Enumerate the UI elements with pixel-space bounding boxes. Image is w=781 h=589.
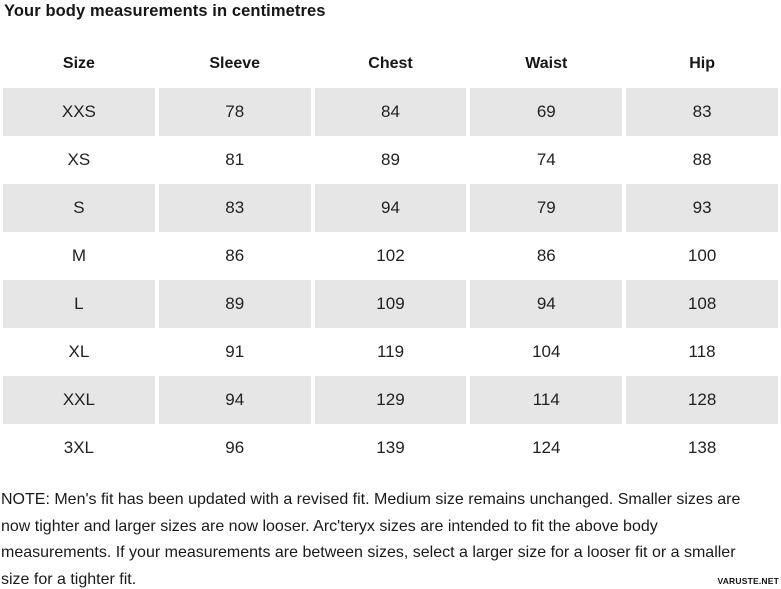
fit-note-line: NOTE: Men's fit has been updated with a … [1, 491, 741, 508]
table-cell: 86 [225, 246, 245, 265]
table-cell: 138 [687, 438, 717, 457]
fit-note-line: size for a tighter fit. [1, 570, 137, 588]
column-header-sleeve: Sleeve [209, 55, 261, 72]
table-cell: 109 [314, 280, 467, 328]
table-row-m: M 86 102 86 100 [0, 232, 781, 280]
size-label: M [71, 246, 86, 265]
size-label: L [3, 280, 155, 328]
table-cell: 78 [158, 88, 311, 136]
size-label: XL [68, 342, 90, 361]
table-cell: 86 [536, 246, 556, 265]
size-label: 3XL [63, 438, 95, 457]
table-cell: 83 [158, 184, 311, 232]
table-cell: 128 [626, 376, 778, 424]
table-row-xxs: XXS 78 84 69 83 [0, 88, 781, 136]
fit-note-line: measurements. If your measurements are b… [1, 544, 736, 561]
fit-note: NOTE: Men's fit has been updated with a … [1, 487, 778, 589]
column-header-size: Size [62, 55, 95, 72]
table-cell: 89 [158, 280, 311, 328]
column-header-chest: Chest [368, 55, 413, 72]
table-row-l: L 89 109 94 108 [0, 280, 781, 328]
table-cell: 84 [314, 88, 467, 136]
table-header-row: Size Sleeve Chest Waist Hip [0, 40, 781, 88]
table-cell: 114 [470, 376, 623, 424]
table-cell: 100 [687, 246, 717, 265]
table-cell: 94 [314, 184, 467, 232]
table-cell: 93 [626, 184, 778, 232]
table-cell: 94 [470, 280, 623, 328]
table-cell: 83 [626, 88, 778, 136]
size-label: XXL [3, 376, 155, 424]
varuste-net-watermark: VARUSTE.NET [717, 576, 779, 586]
size-label: S [3, 184, 155, 232]
table-cell: 104 [532, 342, 561, 361]
column-header-hip: Hip [689, 55, 715, 72]
title-bar: Your body measurements in centimetres [0, 0, 781, 40]
table-cell: 119 [376, 342, 405, 361]
table-row-s: S 83 94 79 93 [0, 184, 781, 232]
table-cell: 108 [626, 280, 778, 328]
table-cell: 118 [688, 342, 716, 361]
table-cell: 81 [225, 150, 245, 169]
page-title: Your body measurements in centimetres [4, 2, 326, 20]
table-cell: 69 [470, 88, 623, 136]
size-label: XS [67, 150, 91, 169]
table-cell: 91 [225, 342, 245, 361]
table-cell: 74 [536, 150, 556, 169]
table-cell: 139 [376, 438, 405, 457]
table-cell: 94 [158, 376, 311, 424]
table-row-3xl: 3XL 96 139 124 138 [0, 424, 781, 472]
size-label: XXS [3, 88, 155, 136]
table-cell: 96 [225, 438, 245, 457]
table-row-xxl: XXL 94 129 114 128 [0, 376, 781, 424]
column-header-waist: Waist [525, 55, 568, 72]
fit-note-line: now tighter and larger sizes are now loo… [1, 517, 658, 535]
table-cell: 79 [470, 184, 623, 232]
table-cell: 124 [532, 438, 561, 457]
table-cell: 89 [381, 150, 400, 169]
table-row-xs: XS 81 89 74 88 [0, 136, 781, 184]
table-cell: 88 [692, 150, 712, 169]
table-row-xl: XL 91 119 104 118 [0, 328, 781, 376]
table-cell: 102 [376, 246, 405, 265]
table-cell: 129 [314, 376, 467, 424]
